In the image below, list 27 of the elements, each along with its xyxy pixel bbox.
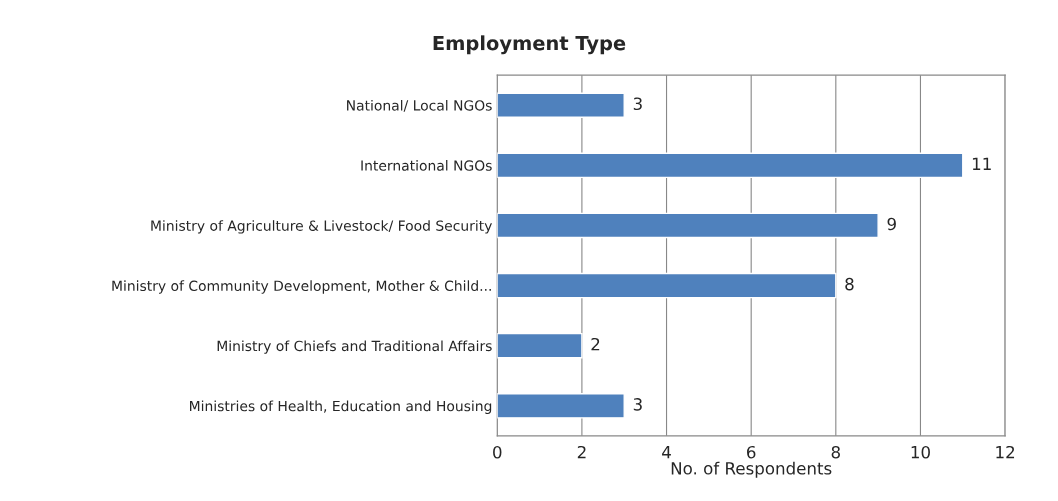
bar [497, 212, 879, 239]
data-label: 8 [845, 277, 854, 291]
y-tick-label: National/ Local NGOs [347, 99, 492, 112]
x-tick-label: 0 [493, 445, 502, 459]
x-tick-label: 2 [577, 445, 586, 459]
data-label: 11 [972, 157, 991, 170]
bar [497, 152, 964, 179]
bar [497, 272, 837, 299]
y-tick-label: Ministry of Agriculture & Livestock/ Food Security [151, 220, 492, 234]
data-label: 3 [633, 398, 642, 411]
y-tick-label: International NGOs [361, 160, 492, 171]
bar [497, 332, 583, 359]
x-tick-label: 10 [911, 445, 930, 459]
data-label: 3 [633, 97, 642, 111]
data-label: 9 [887, 217, 896, 231]
y-tick-label: Ministry of Chiefs and Traditional Affairs [217, 340, 492, 354]
x-tick-label: 12 [996, 445, 1015, 459]
y-tick-label: Ministries of Health, Education and Housing [190, 400, 492, 414]
x-tick-label: 4 [662, 446, 671, 459]
chart-title: Employment Type [433, 35, 626, 55]
y-tick-label: Ministry of Community Development, Mother & Child... [112, 280, 491, 294]
bar [497, 393, 625, 419]
x-axis-title: No. of Respondents [671, 461, 832, 478]
x-tick-label: 8 [831, 445, 840, 459]
bar [497, 92, 625, 118]
data-label: 2 [591, 337, 600, 351]
x-tick-label: 6 [747, 445, 756, 459]
